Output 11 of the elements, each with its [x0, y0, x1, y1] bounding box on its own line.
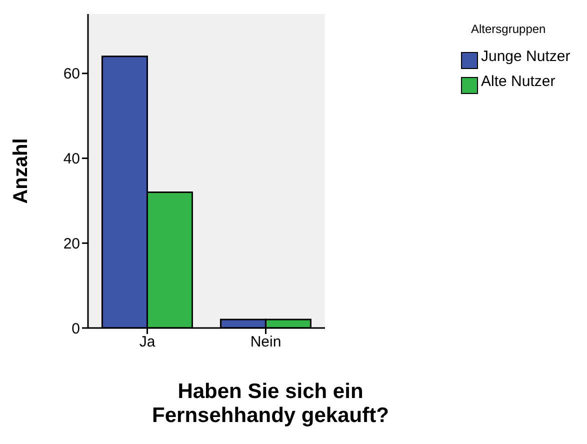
x-axis-title: Haben Sie sich ein Fernsehhandy gekauft?	[151, 380, 390, 428]
legend-title: Altersgruppen	[471, 22, 547, 36]
y-axis-title: Anzahl	[10, 138, 32, 204]
y-tick-label: 60	[63, 66, 80, 83]
x-tick-label: Nein	[250, 334, 282, 351]
y-tick-label: 40	[63, 150, 80, 168]
y-tick-label: 0	[72, 320, 80, 338]
y-tick-label: 20	[63, 235, 80, 252]
x-tick-label: Ja	[139, 334, 156, 351]
legend-label: Alte Nutzer	[481, 73, 556, 91]
legend-label: Junge Nutzer	[481, 48, 572, 66]
